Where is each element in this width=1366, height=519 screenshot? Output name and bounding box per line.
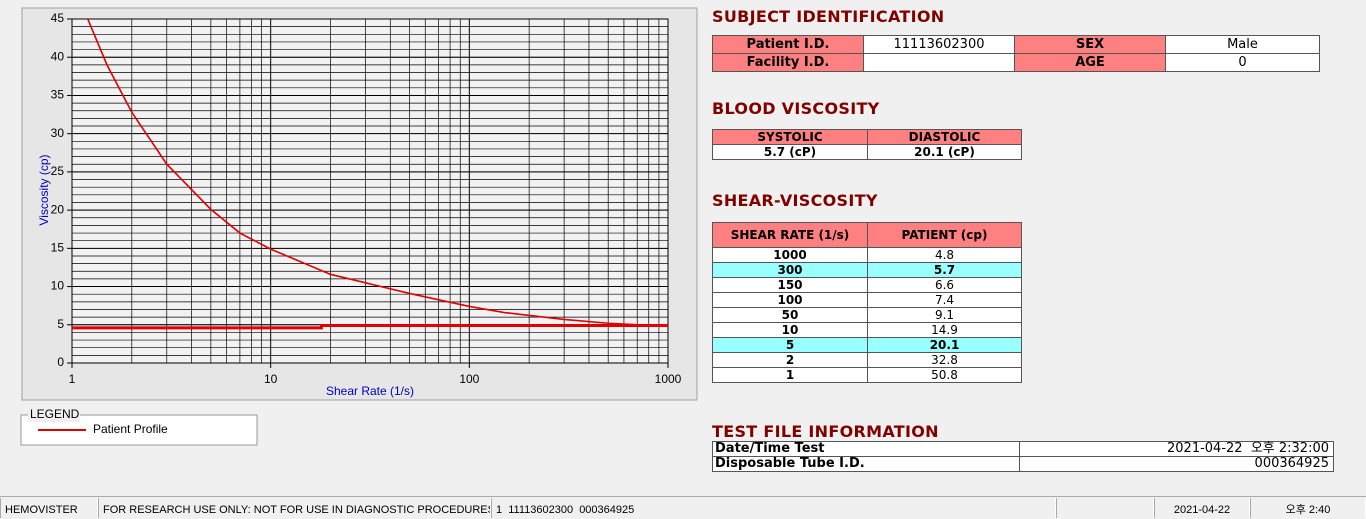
field-label: Patient I.D.	[712, 35, 864, 54]
y-axis-label: Viscosity (cp)	[37, 154, 51, 225]
y-tick-label: 40	[51, 49, 65, 63]
cell: 10	[712, 322, 868, 338]
series-line	[86, 19, 668, 328]
cell: 20.1	[867, 337, 1022, 353]
field-value: 0	[1165, 53, 1320, 72]
y-tick-label: 20	[51, 202, 65, 216]
status-bar: HEMOVISTER FOR RESEARCH USE ONLY: NOT FO…	[0, 496, 1366, 519]
cell: 1	[712, 367, 868, 383]
legend-title-bg	[28, 408, 80, 422]
legend-label: Patient Profile	[93, 422, 168, 436]
status-panel: FOR RESEARCH USE ONLY: NOT FOR USE IN DI…	[98, 498, 491, 518]
legend: Patient Profile	[38, 422, 168, 436]
cell: 100	[712, 292, 868, 308]
field-value	[863, 53, 1015, 72]
column-header: DIASTOLIC	[867, 129, 1022, 145]
y-tick-label: 10	[51, 279, 65, 293]
status-panel	[1056, 498, 1154, 518]
column-header: SHEAR RATE (1/s)	[712, 222, 868, 248]
field-label: Date/Time Test	[712, 441, 1020, 457]
cell: 5.7	[867, 262, 1022, 278]
cell: 20.1 (cP)	[867, 144, 1022, 160]
table-row: 150 6.6	[712, 277, 1022, 293]
column-header: SYSTOLIC	[712, 129, 868, 145]
field-label: Facility I.D.	[712, 53, 864, 72]
cell: 1000	[712, 247, 868, 263]
series-layer	[72, 19, 668, 330]
y-tick-label: 5	[57, 317, 64, 331]
table-row: 100 7.4	[712, 292, 1022, 308]
y-tick-label: 15	[51, 241, 65, 255]
status-panel: 1 11113602300 000364925	[491, 498, 1056, 518]
test-file-table: Date/Time Test 2021-04-22 오후 2:32:00 Dis…	[712, 441, 1334, 472]
y-tick-label: 0	[57, 355, 64, 369]
table-row: 50 9.1	[712, 307, 1022, 323]
section-title: BLOOD VISCOSITY	[712, 99, 880, 118]
section-title: SHEAR-VISCOSITY	[712, 191, 878, 210]
cell: 150	[712, 277, 868, 293]
table-row: 1 50.8	[712, 367, 1022, 383]
legend-title: LEGEND	[30, 407, 80, 421]
status-panel: HEMOVISTER	[0, 498, 98, 518]
shear-table: SHEAR RATE (1/s) PATIENT (cp) 1000 4.8 300…	[712, 222, 1022, 383]
status-panel: 오후 2:40	[1250, 498, 1366, 518]
y-tick-label: 30	[51, 126, 65, 140]
table-row: 2 32.8	[712, 352, 1022, 368]
grid: 1 10 100 1000 0 5 10 15 20 25 30 35 40 45	[51, 11, 682, 386]
plot-area	[71, 18, 669, 364]
status-panel: 2021-04-22	[1154, 498, 1250, 518]
cell: 50.8	[867, 367, 1022, 383]
blood-table: SYSTOLIC DIASTOLIC 5.7 (cP) 20.1 (cP)	[712, 129, 1022, 160]
x-tick-label: 1000	[655, 372, 682, 386]
table-row: 10 14.9	[712, 322, 1022, 338]
x-tick-label: 1	[69, 372, 76, 386]
field-value: 2021-04-22 오후 2:32:00	[1019, 441, 1334, 457]
x-tick-label: 100	[459, 372, 479, 386]
cell: 7.4	[867, 292, 1022, 308]
cell: 14.9	[867, 322, 1022, 338]
subject-table: Patient I.D. 11113602300 SEX Male Facili…	[712, 35, 1320, 72]
table-row: 300 5.7	[712, 262, 1022, 278]
field-value: 11113602300	[863, 35, 1015, 54]
y-tick-label: 35	[51, 88, 65, 102]
chart: 1 10 100 1000 0 5 10 15 20 25 30 35 40 45 Shear Rate …	[20, 7, 698, 446]
cell: 5.7 (cP)	[712, 144, 868, 160]
field-value: Male	[1165, 35, 1320, 54]
section-title: SUBJECT IDENTIFICATION	[712, 7, 945, 26]
field-label: SEX	[1014, 35, 1166, 54]
cell: 50	[712, 307, 868, 323]
cell: 2	[712, 352, 868, 368]
cell: 32.8	[867, 352, 1022, 368]
x-axis-label: Shear Rate (1/s)	[326, 384, 414, 398]
cell: 4.8	[867, 247, 1022, 263]
y-tick-label: 45	[51, 11, 65, 25]
table-row: 5 20.1	[712, 337, 1022, 353]
column-header: PATIENT (cp)	[867, 222, 1022, 248]
field-value: 000364925	[1019, 456, 1334, 472]
cell: 300	[712, 262, 868, 278]
cell: 5	[712, 337, 868, 353]
cell: 6.6	[867, 277, 1022, 293]
field-label: AGE	[1014, 53, 1166, 72]
series-line	[72, 324, 668, 330]
x-tick-label: 10	[264, 372, 278, 386]
section-title: TEST FILE INFORMATION	[712, 422, 939, 441]
cell: 9.1	[867, 307, 1022, 323]
field-label: Disposable Tube I.D.	[712, 456, 1020, 472]
y-tick-label: 25	[51, 164, 65, 178]
table-row: 1000 4.8	[712, 247, 1022, 263]
